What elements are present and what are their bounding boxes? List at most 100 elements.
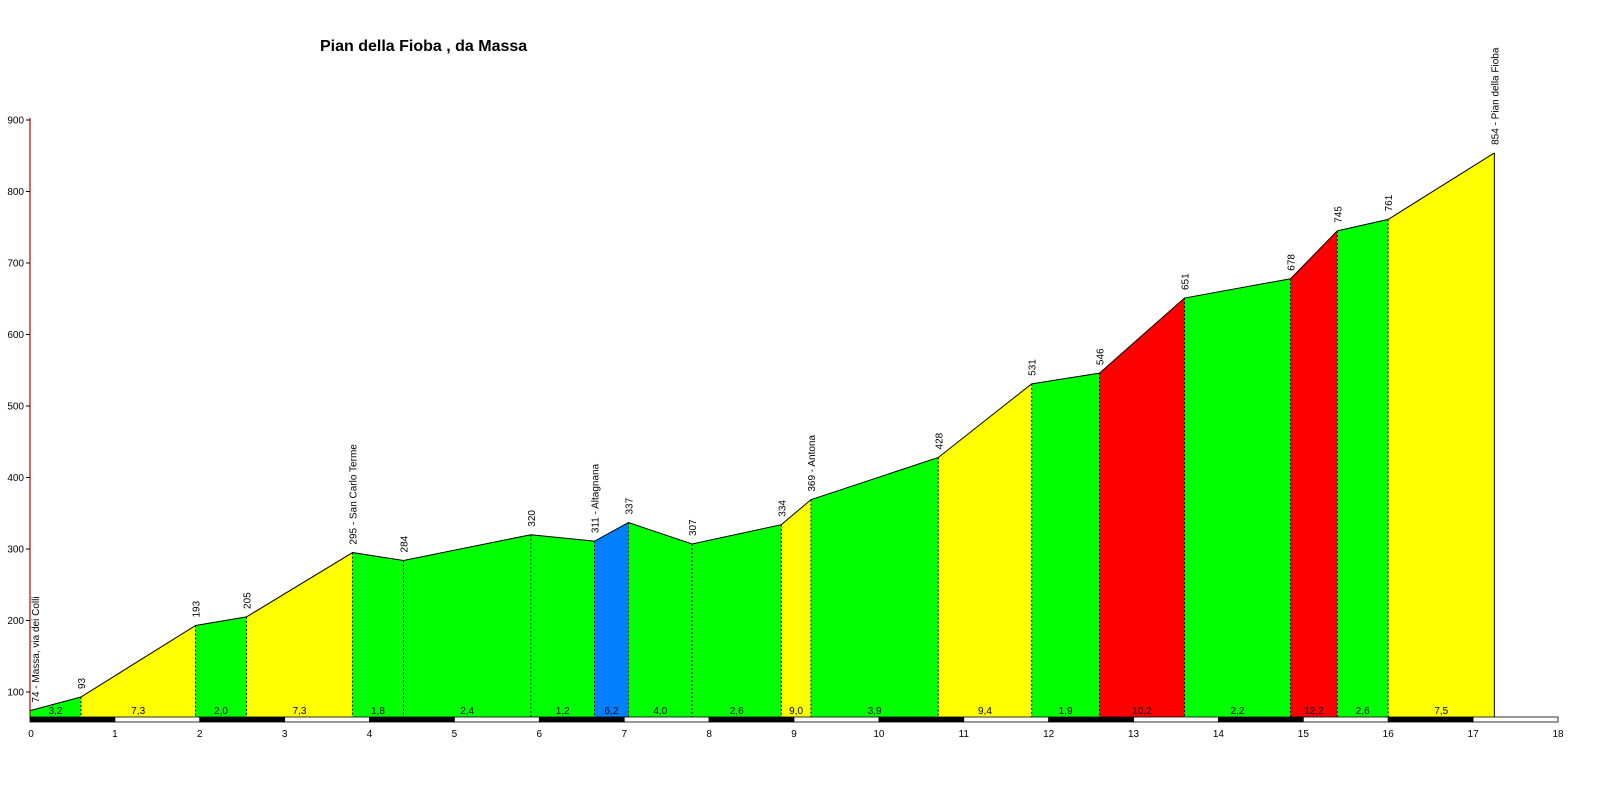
x-tick-label: 8 bbox=[706, 729, 712, 740]
segment-fill bbox=[594, 522, 629, 717]
segment-fill bbox=[195, 616, 247, 717]
x-tick-label: 14 bbox=[1213, 729, 1225, 740]
point-labels: 74 - Massa, via dei Colli 93 193 205 295 - S… bbox=[31, 47, 1501, 702]
x-tick-label: 4 bbox=[367, 729, 373, 740]
point-label: 311 - Altagnana bbox=[591, 463, 602, 533]
segment-fill bbox=[692, 524, 782, 717]
chart-title: Pian della Fioba , da Massa bbox=[320, 38, 528, 55]
segment-fill bbox=[628, 522, 693, 717]
gradient-label: 3,2 bbox=[49, 706, 63, 717]
profile-polyline bbox=[29, 152, 1495, 712]
y-tick-label: 400 bbox=[7, 473, 24, 484]
x-tick-label: 0 bbox=[28, 729, 34, 740]
scale-bar-segment bbox=[623, 716, 710, 723]
x-tick-label: 9 bbox=[791, 729, 797, 740]
scale-bar-segment bbox=[1218, 716, 1304, 723]
point-label: 678 bbox=[1287, 254, 1298, 271]
point-label: 74 - Massa, via dei Colli bbox=[31, 596, 42, 702]
scale-bar-segment bbox=[878, 716, 965, 723]
point-label: 284 bbox=[400, 535, 411, 552]
scale-bar-segment bbox=[114, 716, 201, 723]
segment-fill bbox=[1031, 373, 1100, 717]
segment-fill bbox=[1184, 278, 1291, 717]
x-tick-label: 1 bbox=[112, 729, 118, 740]
gradient-label: 1,8 bbox=[371, 706, 385, 717]
segment-fill bbox=[30, 697, 81, 717]
gradient-label: 10,2 bbox=[1132, 706, 1152, 717]
scale-bar-segment bbox=[963, 716, 1050, 723]
y-tick-label: 200 bbox=[7, 616, 24, 627]
gradient-label: 2,6 bbox=[1356, 706, 1370, 717]
scale-bar-segment bbox=[1387, 716, 1474, 723]
point-label: 854 - Pian della Fioba bbox=[1490, 47, 1501, 145]
point-label: 745 bbox=[1333, 206, 1344, 223]
x-tick-label: 3 bbox=[282, 729, 288, 740]
segment-fill bbox=[938, 383, 1032, 717]
x-tick-label: 7 bbox=[621, 729, 627, 740]
point-label: 205 bbox=[242, 592, 253, 609]
gradient-label: 2,2 bbox=[1231, 706, 1245, 717]
axes bbox=[26, 118, 31, 717]
scale-bar-segment bbox=[1472, 716, 1559, 723]
segment-fill bbox=[352, 552, 404, 717]
segment-fill bbox=[781, 499, 811, 717]
segment-fill bbox=[1388, 152, 1495, 717]
gradient-label: 2,6 bbox=[730, 706, 744, 717]
point-label: 651 bbox=[1180, 273, 1191, 290]
y-tick-label: 500 bbox=[7, 402, 24, 413]
gradient-label: 4,0 bbox=[653, 706, 667, 717]
x-tick-label: 11 bbox=[959, 729, 970, 740]
segment-fill bbox=[1290, 230, 1338, 717]
point-label: 334 bbox=[777, 500, 788, 517]
point-label: 307 bbox=[688, 519, 699, 536]
y-tick-label: 800 bbox=[7, 187, 24, 198]
y-tick-label: 300 bbox=[7, 545, 24, 556]
scale-bar-segment bbox=[284, 716, 370, 723]
point-label: 320 bbox=[527, 510, 538, 527]
segment-fill bbox=[810, 457, 939, 717]
x-tick-label: 2 bbox=[197, 729, 203, 740]
scale-bar-segment bbox=[1302, 716, 1389, 723]
segment-dividers bbox=[80, 152, 1495, 717]
y-tick-label: 700 bbox=[7, 259, 24, 270]
point-label: 193 bbox=[192, 600, 203, 617]
x-tick-label: 16 bbox=[1383, 729, 1395, 740]
point-label: 295 - San Carlo Terme bbox=[349, 444, 360, 545]
point-label: 337 bbox=[624, 497, 635, 514]
gradient-label: 6,2 bbox=[605, 706, 619, 717]
point-label: 761 bbox=[1384, 194, 1395, 211]
profile-line bbox=[29, 152, 1495, 712]
point-label: 531 bbox=[1028, 359, 1039, 376]
scale-bar-segment bbox=[369, 716, 455, 723]
segment-fill bbox=[1337, 219, 1389, 717]
segment-fills bbox=[30, 152, 1495, 717]
gradient-label: 7,3 bbox=[131, 706, 145, 717]
x-tick-label: 10 bbox=[873, 729, 885, 740]
y-tick-label: 900 bbox=[7, 116, 24, 127]
gradient-label: 7,5 bbox=[1434, 706, 1448, 717]
gradient-label: 2,4 bbox=[460, 706, 474, 717]
point-label: 93 bbox=[77, 677, 88, 689]
gradient-label: 9,0 bbox=[789, 706, 803, 717]
scale-bar-segment bbox=[538, 716, 625, 723]
gradient-label: 1,9 bbox=[1059, 706, 1073, 717]
x-tick-label: 17 bbox=[1468, 729, 1480, 740]
gradient-label: 7,3 bbox=[293, 706, 307, 717]
scale-bar-segment bbox=[29, 716, 116, 723]
gradient-label: 2,0 bbox=[214, 706, 228, 717]
gradient-label: 9,4 bbox=[978, 706, 992, 717]
scale-bar-segment bbox=[1133, 716, 1219, 723]
scale-bar-segment bbox=[454, 716, 540, 723]
gradient-label: 1,2 bbox=[556, 706, 570, 717]
y-tick-label: 100 bbox=[7, 688, 24, 699]
x-tick-label: 5 bbox=[452, 729, 458, 740]
x-tick-label: 18 bbox=[1552, 729, 1564, 740]
point-label: 428 bbox=[934, 432, 945, 449]
scale-bar-segment bbox=[708, 716, 795, 723]
segment-fill bbox=[80, 625, 196, 717]
segment-fill bbox=[530, 534, 595, 717]
segment-fill bbox=[403, 534, 531, 717]
x-tick-label: 6 bbox=[537, 729, 543, 740]
